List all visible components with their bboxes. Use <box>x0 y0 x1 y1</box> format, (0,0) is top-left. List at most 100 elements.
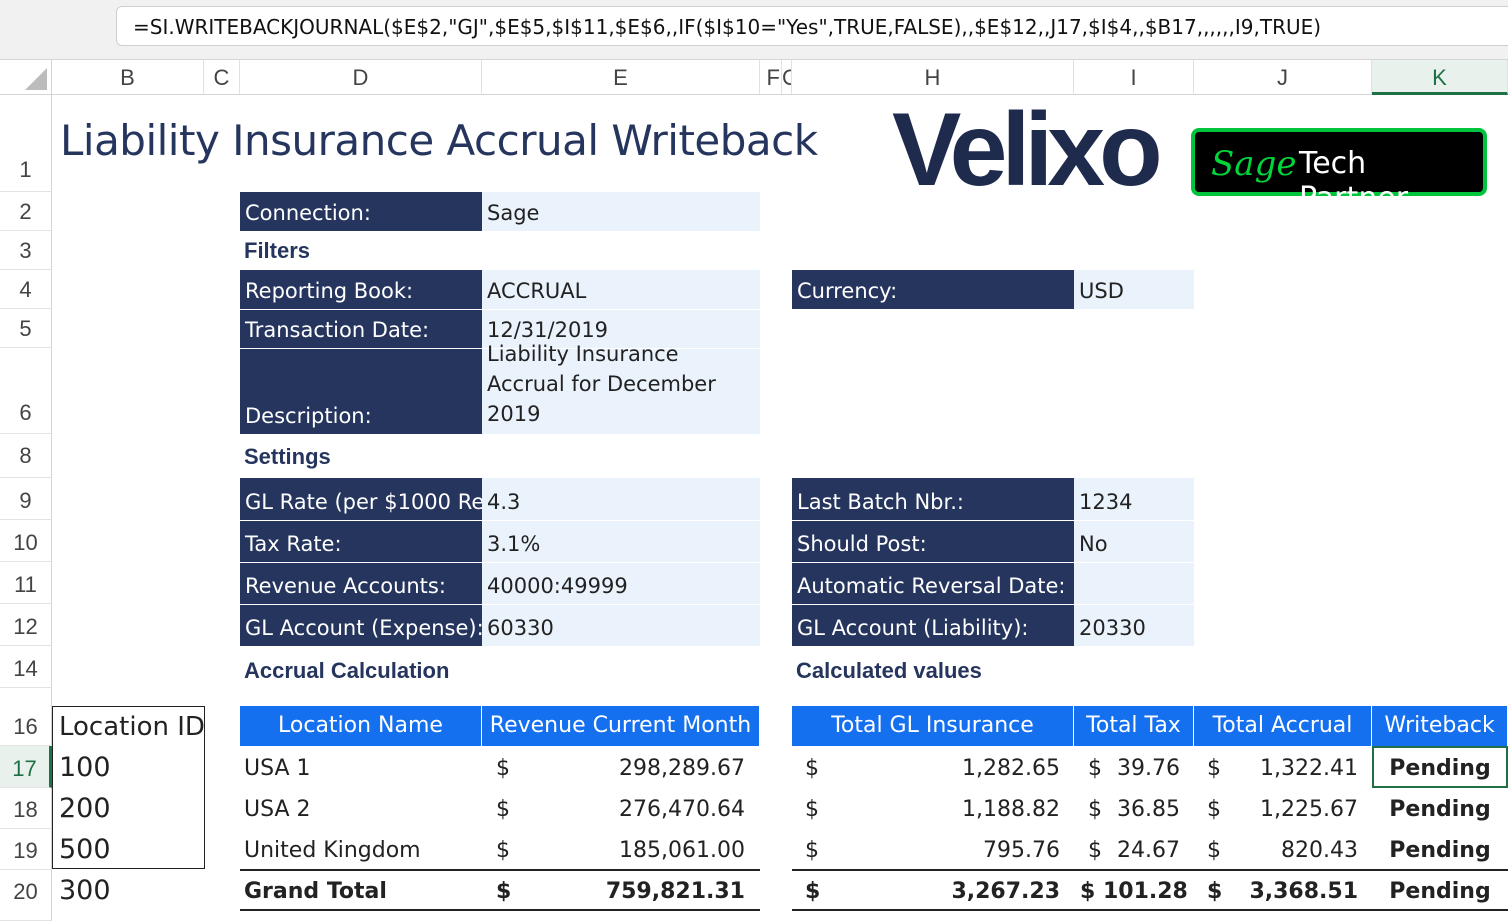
column-header-i[interactable]: I <box>1074 60 1194 95</box>
formula-input[interactable]: =SI.WRITEBACKJOURNAL($E$2,"GJ",$E$5,$I$1… <box>116 6 1508 46</box>
total-accrual-cell[interactable]: 820.43 <box>1281 838 1358 863</box>
tech-partner-text: Tech Partner <box>1299 146 1409 216</box>
row-header-16[interactable]: 16 <box>0 688 52 746</box>
revenue-cell[interactable]: 185,061.00 <box>619 838 745 863</box>
settings-heading: Settings <box>244 444 331 469</box>
total-gl-cell[interactable]: 795.76 <box>983 838 1060 863</box>
column-header-c[interactable]: C <box>204 60 240 95</box>
row-header-1[interactable]: 1 <box>0 95 52 192</box>
currency-symbol: $ <box>1207 879 1223 904</box>
transaction-date-value[interactable]: 12/31/2019 <box>482 309 760 348</box>
location-id-cell[interactable]: 300 <box>59 875 111 906</box>
auto-reversal-value[interactable] <box>1074 562 1194 604</box>
column-header-e[interactable]: E <box>482 60 760 95</box>
total-tax-sum-cell[interactable]: $ 101.28 <box>1080 879 1188 904</box>
currency-symbol: $ <box>496 879 512 904</box>
total-gl-cell[interactable]: 1,188.82 <box>962 797 1060 822</box>
column-header-k[interactable]: K <box>1372 60 1508 95</box>
row-header-9[interactable]: 9 <box>0 478 52 520</box>
row-header-20[interactable]: 20 <box>0 870 52 921</box>
row-header-18[interactable]: 18 <box>0 788 52 829</box>
gl-rate-value[interactable]: 4.3 <box>482 478 760 520</box>
total-bottom-border <box>792 909 1508 911</box>
reporting-book-value[interactable]: ACCRUAL <box>482 270 760 309</box>
active-cell-selection[interactable] <box>1372 746 1508 788</box>
total-tax-cell[interactable]: 24.67 <box>1117 838 1180 863</box>
gl-expense-value[interactable]: 60330 <box>482 604 760 646</box>
currency-symbol: $ <box>496 756 510 781</box>
currency-symbol: $ <box>1088 756 1102 781</box>
currency-symbol: $ <box>1088 797 1102 822</box>
formula-bar: =SI.WRITEBACKJOURNAL($E$2,"GJ",$E$5,$I$1… <box>0 0 1508 60</box>
currency-value[interactable]: USD <box>1074 270 1194 309</box>
column-header-h[interactable]: H <box>792 60 1074 95</box>
total-accrual-sum-cell[interactable]: 3,368.51 <box>1249 879 1358 904</box>
row-header-2[interactable]: 2 <box>0 192 52 231</box>
location-name-cell[interactable]: United Kingdom <box>244 838 421 863</box>
total-gl-cell[interactable]: 1,282.65 <box>962 756 1060 781</box>
column-header-b[interactable]: B <box>52 60 204 95</box>
row-header-12[interactable]: 12 <box>0 604 52 646</box>
total-top-border <box>792 869 1508 871</box>
location-id-cell[interactable]: 200 <box>59 793 111 824</box>
gl-liability-value[interactable]: 20330 <box>1074 604 1194 646</box>
column-header-j[interactable]: J <box>1194 60 1372 95</box>
writeback-status-cell[interactable]: Pending <box>1389 756 1491 781</box>
sage-logo: Sage <box>1211 144 1297 184</box>
currency-symbol: $ <box>805 756 819 781</box>
total-accrual-cell[interactable]: 1,225.67 <box>1260 797 1358 822</box>
revenue-cell[interactable]: 276,470.64 <box>619 797 745 822</box>
currency-symbol: $ <box>496 797 510 822</box>
should-post-value[interactable]: No <box>1074 520 1194 562</box>
column-header-g[interactable]: G <box>782 60 792 95</box>
calculated-values-heading: Calculated values <box>796 658 982 683</box>
total-tax-cell[interactable]: 36.85 <box>1117 797 1180 822</box>
currency-symbol: $ <box>1207 756 1221 781</box>
header-writeback: Writeback <box>1372 706 1508 746</box>
location-name-cell[interactable]: USA 1 <box>244 756 311 781</box>
tax-rate-value[interactable]: 3.1% <box>482 520 760 562</box>
row-header-10[interactable]: 10 <box>0 520 52 562</box>
currency-symbol: $ <box>1088 838 1102 863</box>
total-top-border <box>240 869 760 871</box>
gl-expense-label: GL Account (Expense): <box>240 604 482 646</box>
location-name-cell[interactable]: USA 2 <box>244 797 311 822</box>
row-header-8[interactable]: 8 <box>0 434 52 478</box>
description-value[interactable]: Liability Insurance Accrual for December… <box>482 342 760 434</box>
writeback-status-cell[interactable]: Pending <box>1389 838 1491 863</box>
row-header-11[interactable]: 11 <box>0 562 52 604</box>
writeback-status-cell[interactable]: Pending <box>1389 797 1491 822</box>
row-header-19[interactable]: 19 <box>0 829 52 870</box>
row-header-17[interactable]: 17 <box>0 746 52 788</box>
total-revenue-cell[interactable]: 759,821.31 <box>605 879 745 904</box>
velixo-logo: Velixo <box>892 92 1163 208</box>
revenue-cell[interactable]: 298,289.67 <box>619 756 745 781</box>
row-header-6[interactable]: 6 <box>0 348 52 434</box>
revenue-accounts-label: Revenue Accounts: <box>240 562 482 604</box>
revenue-accounts-value[interactable]: 40000:49999 <box>482 562 760 604</box>
connection-value[interactable]: Sage <box>482 192 760 231</box>
location-id-header: Location ID <box>59 712 205 742</box>
total-gl-sum-cell[interactable]: 3,267.23 <box>951 879 1060 904</box>
tax-rate-label: Tax Rate: <box>240 520 482 562</box>
column-header-f[interactable]: F <box>760 60 782 95</box>
currency-label: Currency: <box>792 270 1074 309</box>
last-batch-value[interactable]: 1234 <box>1074 478 1194 520</box>
total-accrual-cell[interactable]: 1,322.41 <box>1260 756 1358 781</box>
currency-symbol: $ <box>805 879 821 904</box>
row-header-3[interactable]: 3 <box>0 231 52 270</box>
header-total-accrual: Total Accrual <box>1194 706 1372 746</box>
column-header-d[interactable]: D <box>240 60 482 95</box>
currency-symbol: $ <box>496 838 510 863</box>
writeback-total-status-cell[interactable]: Pending <box>1389 879 1491 904</box>
sage-tech-partner-badge: Sage Tech Partner <box>1191 128 1487 216</box>
row-header-5[interactable]: 5 <box>0 309 52 348</box>
select-all-corner[interactable] <box>0 60 52 95</box>
header-location-name: Location Name <box>240 706 482 746</box>
location-id-cell[interactable]: 100 <box>59 752 111 783</box>
row-header-4[interactable]: 4 <box>0 270 52 309</box>
location-id-cell[interactable]: 500 <box>59 834 111 865</box>
last-batch-label: Last Batch Nbr.: <box>792 478 1074 520</box>
total-tax-cell[interactable]: 39.76 <box>1117 756 1180 781</box>
row-header-14[interactable]: 14 <box>0 646 52 688</box>
